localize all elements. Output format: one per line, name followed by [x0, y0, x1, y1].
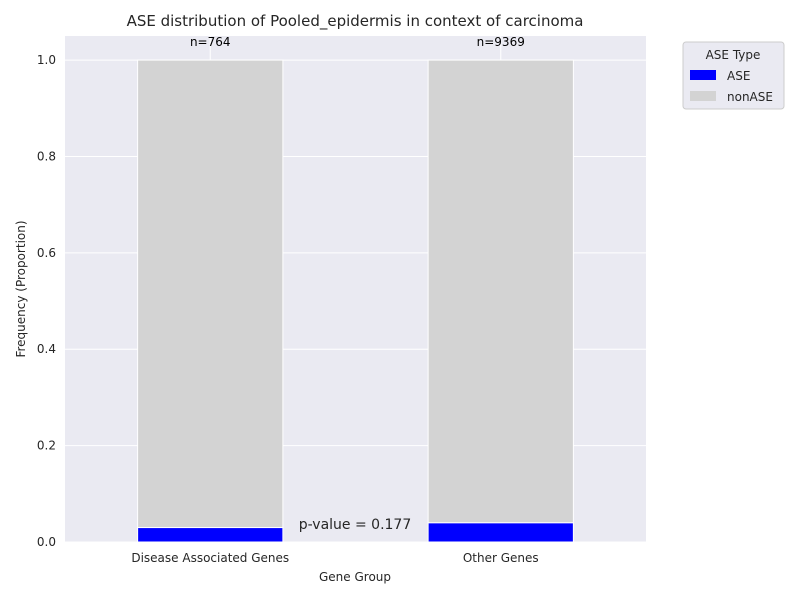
bars: [137, 59, 574, 543]
x-tick-label: Disease Associated Genes: [131, 551, 289, 565]
y-tick-label: 0.2: [37, 439, 56, 453]
bar-count-label: n=9369: [477, 35, 525, 49]
bar-count-labels: n=764 n=9369: [190, 35, 525, 49]
y-tick-label: 1.0: [37, 53, 56, 67]
chart-title: ASE distribution of Pooled_epidermis in …: [127, 12, 584, 31]
bar-nonase-1: [137, 59, 284, 529]
p-value-annotation: p-value = 0.177: [299, 517, 412, 533]
y-tick-label: 0.4: [37, 342, 56, 356]
legend-title: ASE Type: [706, 48, 761, 62]
y-axis-label: Frequency (Proportion): [14, 220, 28, 357]
x-axis-ticks: Disease Associated Genes Other Genes: [131, 551, 538, 565]
legend-swatch-ase: [690, 70, 716, 80]
bar-ase-2: [427, 522, 574, 543]
bar-ase-1: [137, 527, 284, 543]
legend-label-ase: ASE: [727, 69, 750, 83]
bar-count-label: n=764: [190, 35, 231, 49]
legend-label-nonase: nonASE: [727, 90, 773, 104]
x-tick-label: Other Genes: [463, 551, 539, 565]
legend: ASE Type ASE nonASE: [682, 41, 785, 110]
y-axis-ticks: 0.0 0.2 0.4 0.6 0.8 1.0: [37, 53, 56, 549]
bar-nonase-2: [427, 59, 574, 524]
y-tick-label: 0.8: [37, 149, 56, 163]
x-axis-label: Gene Group: [319, 570, 391, 584]
y-tick-label: 0.0: [37, 535, 56, 549]
y-tick-label: 0.6: [37, 246, 56, 260]
legend-swatch-nonase: [690, 91, 716, 101]
